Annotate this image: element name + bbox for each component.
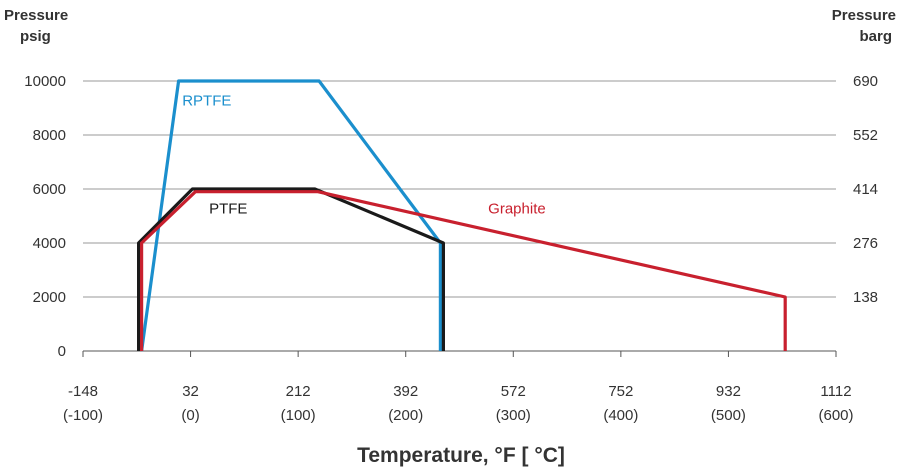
right-axis-title-line2: barg bbox=[859, 28, 892, 45]
x-tick-label-f: -148 bbox=[68, 383, 98, 400]
x-tick-label-f: 32 bbox=[182, 383, 199, 400]
x-tick-label-f: 1112 bbox=[820, 383, 851, 400]
y-tick-label-left: 0 bbox=[58, 343, 66, 360]
x-tick-label-c: (500) bbox=[711, 407, 746, 424]
x-tick-label-c: (300) bbox=[496, 407, 531, 424]
series-line-rptfe bbox=[140, 79, 442, 352]
y-tick-label-left: 6000 bbox=[33, 181, 66, 198]
series-line-graphite bbox=[140, 190, 787, 351]
x-tick-label-f: 212 bbox=[286, 383, 311, 400]
y-tick-label-right: 276 bbox=[853, 235, 878, 252]
x-ticks: -148 (-100) 32 (0) 212 (100) 392 (200) 572 (300) 7… bbox=[63, 351, 854, 424]
x-axis-title: Temperature, °F [ °C] bbox=[357, 444, 565, 467]
x-tick-label-f: 932 bbox=[716, 383, 741, 400]
series-label-ptfe: PTFE bbox=[209, 200, 247, 217]
series-label-rptfe: RPTFE bbox=[182, 92, 231, 109]
x-tick-label-c: (0) bbox=[181, 407, 199, 424]
x-tick-label-c: (-100) bbox=[63, 407, 103, 424]
series-label-graphite: Graphite bbox=[488, 200, 546, 217]
right-axis-title-line1: Pressure bbox=[832, 7, 896, 24]
y-tick-label-left: 8000 bbox=[33, 127, 66, 144]
y-tick-label-right: 690 bbox=[853, 73, 878, 90]
y-ticks-left: 0 2000 4000 6000 8000 10000 bbox=[24, 73, 66, 360]
y-tick-label-left: 10000 bbox=[24, 73, 66, 90]
y-tick-label-right: 552 bbox=[853, 127, 878, 144]
x-tick-label-c: (400) bbox=[603, 407, 638, 424]
x-tick-label-f: 572 bbox=[501, 383, 526, 400]
y-tick-label-right: 138 bbox=[853, 289, 878, 306]
series-labels: RPTFE PTFE Graphite bbox=[182, 92, 546, 217]
y-tick-label-right: 414 bbox=[853, 181, 878, 198]
x-tick-label-c: (600) bbox=[818, 407, 853, 424]
y-ticks-right: 138 276 414 552 690 bbox=[853, 73, 878, 306]
x-tick-label-f: 392 bbox=[393, 383, 418, 400]
y-tick-label-left: 2000 bbox=[33, 289, 66, 306]
series-line-ptfe bbox=[137, 187, 445, 351]
series-lines bbox=[137, 79, 787, 352]
x-tick-label-f: 752 bbox=[608, 383, 633, 400]
x-tick-label-c: (200) bbox=[388, 407, 423, 424]
left-axis-title-line1: Pressure bbox=[4, 7, 68, 24]
y-tick-label-left: 4000 bbox=[33, 235, 66, 252]
x-tick-label-c: (100) bbox=[281, 407, 316, 424]
left-axis-title-line2: psig bbox=[20, 28, 51, 45]
